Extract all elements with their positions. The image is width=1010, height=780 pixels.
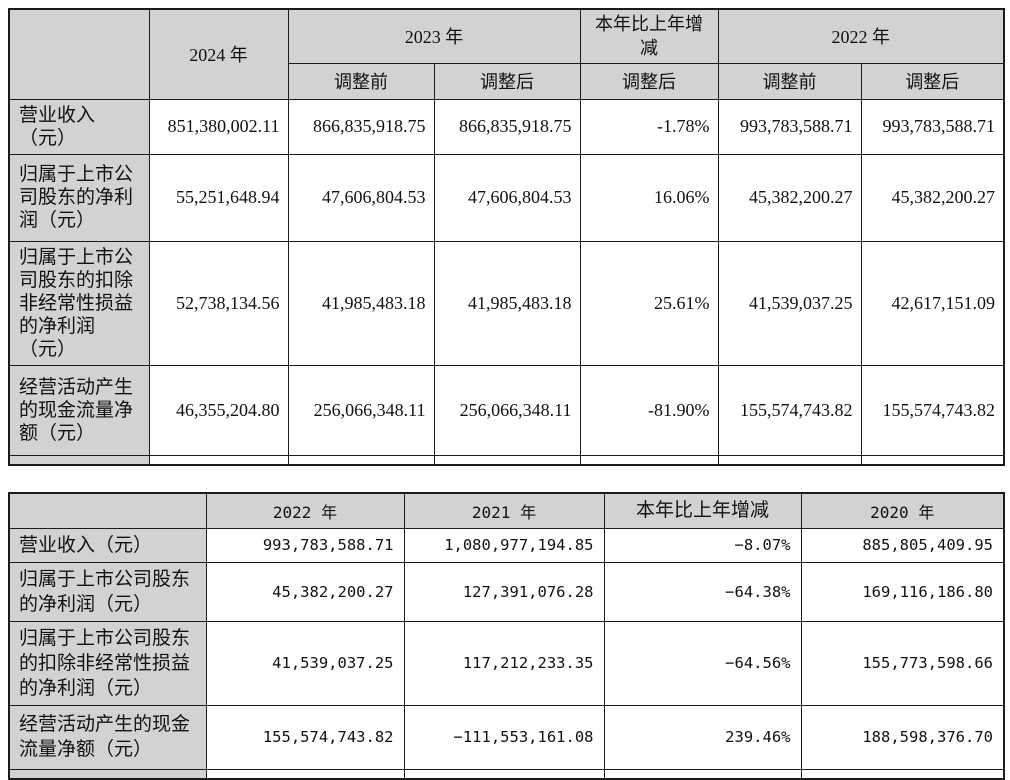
- t1-cutoff-row: [8, 454, 1005, 466]
- t2-row-label-deducted-profit: 归属于上市公司股东 的扣除非经常性损益 的净利润（元）: [8, 620, 207, 706]
- t1-col-2022: 2022 年: [717, 8, 1005, 64]
- t2-deducted-profit-2020: 155,773,598.66: [800, 620, 1005, 706]
- financial-summary-table-prior-years: 2022 年 2021 年 本年比上年增减 2020 年 营业收入（元） 993…: [8, 492, 1005, 780]
- t1-net-profit-2023-post: 47,606,804.53: [433, 153, 581, 242]
- table-row: 经营活动产生的现金 流量净额（元） 155,574,743.82 −111,55…: [8, 704, 1005, 770]
- t1-col-change: 本年比上年增 减: [579, 8, 719, 64]
- t1-revenue-2023-post: 866,835,918.75: [433, 98, 581, 155]
- t1-deducted-profit-2023-post: 41,985,483.18: [433, 240, 581, 366]
- t1-net-profit-2022-post: 45,382,200.27: [860, 153, 1005, 242]
- t1-cash-flow-change: -81.90%: [579, 364, 719, 456]
- table-row: 营业收入（元） 993,783,588.71 1,080,977,194.85 …: [8, 527, 1005, 563]
- t1-sub-change-post: 调整后: [579, 62, 719, 100]
- t1-row-label-deducted-profit: 归属于上市公 司股东的扣除 非经常性损益 的净利润 （元）: [8, 240, 150, 366]
- t2-revenue-2021: 1,080,977,194.85: [403, 527, 605, 563]
- t2-revenue-2020: 885,805,409.95: [800, 527, 1005, 563]
- t1-row-label-revenue: 营业收入 （元）: [8, 98, 150, 155]
- t1-net-profit-2024: 55,251,648.94: [148, 153, 289, 242]
- t2-col-2021: 2021 年: [403, 492, 605, 529]
- table-row: 归属于上市公 司股东的净利 润（元） 55,251,648.94 47,606,…: [8, 153, 1005, 242]
- t1-sub-2023-post: 调整后: [433, 62, 581, 100]
- t2-cash-flow-2020: 188,598,376.70: [800, 704, 1005, 770]
- financial-summary-table-recent-years: 2024 年 2023 年 本年比上年增 减 2022 年 调整前 调整后 调整…: [8, 8, 1005, 466]
- t2-deducted-profit-2021: 117,212,233.35: [403, 620, 605, 706]
- t2-corner-cell: [8, 492, 207, 529]
- t2-cash-flow-change: 239.46%: [603, 704, 802, 770]
- t2-net-profit-change: −64.38%: [603, 561, 802, 622]
- t2-row-label-cash-flow: 经营活动产生的现金 流量净额（元）: [8, 704, 207, 770]
- t1-cash-flow-2023-pre: 256,066,348.11: [287, 364, 435, 456]
- financial-report-page: { "colors": { "header_bg": "#d2d2d2", "b…: [8, 8, 1005, 780]
- t2-col-2022: 2022 年: [205, 492, 405, 529]
- t1-revenue-change: -1.78%: [579, 98, 719, 155]
- table-row: 归属于上市公司股东 的扣除非经常性损益 的净利润（元） 41,539,037.2…: [8, 620, 1005, 706]
- table-row: 归属于上市公司股东 的净利润（元） 45,382,200.27 127,391,…: [8, 561, 1005, 622]
- t2-net-profit-2022: 45,382,200.27: [205, 561, 405, 622]
- table-row: 经营活动产生 的现金流量净 额（元） 46,355,204.80 256,066…: [8, 364, 1005, 456]
- t2-net-profit-2021: 127,391,076.28: [403, 561, 605, 622]
- t1-cash-flow-2023-post: 256,066,348.11: [433, 364, 581, 456]
- t2-cutoff-row: [8, 768, 1005, 780]
- t1-net-profit-change: 16.06%: [579, 153, 719, 242]
- t1-cash-flow-2022-post: 155,574,743.82: [860, 364, 1005, 456]
- t1-sub-2022-pre: 调整前: [717, 62, 862, 100]
- t1-row-label-net-profit: 归属于上市公 司股东的净利 润（元）: [8, 153, 150, 242]
- t1-col-2024: 2024 年: [148, 8, 289, 100]
- t1-deducted-profit-2023-pre: 41,985,483.18: [287, 240, 435, 366]
- t1-cash-flow-2022-pre: 155,574,743.82: [717, 364, 862, 456]
- t2-col-2020: 2020 年: [800, 492, 1005, 529]
- table-row: 归属于上市公 司股东的扣除 非经常性损益 的净利润 （元） 52,738,134…: [8, 240, 1005, 366]
- t1-row-label-cash-flow: 经营活动产生 的现金流量净 额（元）: [8, 364, 150, 456]
- t2-revenue-change: −8.07%: [603, 527, 802, 563]
- t1-cash-flow-2024: 46,355,204.80: [148, 364, 289, 456]
- t2-net-profit-2020: 169,116,186.80: [800, 561, 1005, 622]
- t1-deducted-profit-2022-post: 42,617,151.09: [860, 240, 1005, 366]
- t1-deducted-profit-2024: 52,738,134.56: [148, 240, 289, 366]
- t1-revenue-2022-post: 993,783,588.71: [860, 98, 1005, 155]
- t1-col-2023: 2023 年: [287, 8, 581, 64]
- t1-revenue-2024: 851,380,002.11: [148, 98, 289, 155]
- t1-corner-cell: [8, 8, 150, 100]
- t2-cash-flow-2021: −111,553,161.08: [403, 704, 605, 770]
- t2-row-label-net-profit: 归属于上市公司股东 的净利润（元）: [8, 561, 207, 622]
- t1-net-profit-2023-pre: 47,606,804.53: [287, 153, 435, 242]
- t2-cash-flow-2022: 155,574,743.82: [205, 704, 405, 770]
- t2-deducted-profit-2022: 41,539,037.25: [205, 620, 405, 706]
- t1-deducted-profit-2022-pre: 41,539,037.25: [717, 240, 862, 366]
- table-row: 营业收入 （元） 851,380,002.11 866,835,918.75 8…: [8, 98, 1005, 155]
- t1-revenue-2023-pre: 866,835,918.75: [287, 98, 435, 155]
- t2-row-label-revenue: 营业收入（元）: [8, 527, 207, 563]
- t1-deducted-profit-change: 25.61%: [579, 240, 719, 366]
- t2-col-change: 本年比上年增减: [603, 492, 802, 529]
- t1-sub-2022-post: 调整后: [860, 62, 1005, 100]
- t2-revenue-2022: 993,783,588.71: [205, 527, 405, 563]
- t2-deducted-profit-change: −64.56%: [603, 620, 802, 706]
- t1-sub-2023-pre: 调整前: [287, 62, 435, 100]
- t1-revenue-2022-pre: 993,783,588.71: [717, 98, 862, 155]
- t1-net-profit-2022-pre: 45,382,200.27: [717, 153, 862, 242]
